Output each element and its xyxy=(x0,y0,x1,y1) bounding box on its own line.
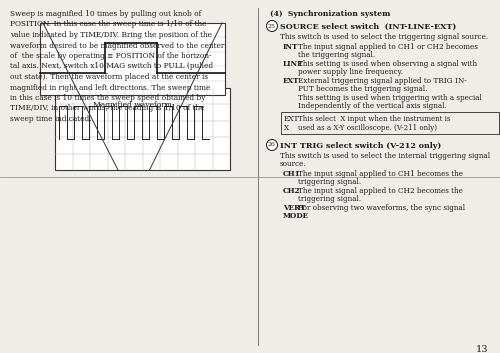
Text: Magnified waveform: Magnified waveform xyxy=(93,101,172,109)
Text: source.: source. xyxy=(280,160,306,168)
Text: in this case is 10 times the sweep speed obtained by: in this case is 10 times the sweep speed… xyxy=(10,94,205,102)
Text: tal axis. Next, switch x10 MAG switch to PULL (pulled: tal axis. Next, switch x10 MAG switch to… xyxy=(10,62,213,71)
Text: PUT becomes the triggering signal.: PUT becomes the triggering signal. xyxy=(298,85,428,93)
Text: This select  X input when the instrument is: This select X input when the instrument … xyxy=(298,115,450,123)
Text: For observing two waveforms, the sync signal: For observing two waveforms, the sync si… xyxy=(298,204,465,212)
Text: the triggering signal.: the triggering signal. xyxy=(298,51,375,59)
Text: This switch is used to select the triggering signal source.: This switch is used to select the trigge… xyxy=(280,33,488,41)
Bar xyxy=(55,88,230,170)
Bar xyxy=(40,23,225,95)
Text: 26: 26 xyxy=(268,143,276,148)
Text: This setting is used when observing a signal with: This setting is used when observing a si… xyxy=(298,60,477,68)
Text: INT: INT xyxy=(283,43,298,51)
Text: used as a X-Y oscilloscope. (V-211 only): used as a X-Y oscilloscope. (V-211 only) xyxy=(298,124,437,132)
Text: POSITION. In this case the sweep time is 1/10 of the: POSITION. In this case the sweep time is… xyxy=(10,20,206,29)
Text: TIME/DIV, in other words, the reading is 1/10 of the: TIME/DIV, in other words, the reading is… xyxy=(10,104,204,113)
Bar xyxy=(281,112,499,134)
Text: MODE: MODE xyxy=(283,212,309,220)
Text: INT TRIG select switch (V-212 only): INT TRIG select switch (V-212 only) xyxy=(280,142,442,150)
Text: of  the scale by operating ≡ POSITION of the horizon-: of the scale by operating ≡ POSITION of … xyxy=(10,52,211,60)
Text: (4)  Synchronization system: (4) Synchronization system xyxy=(270,10,390,18)
Text: magnified in right and left directions. The sweep time: magnified in right and left directions. … xyxy=(10,84,210,91)
Text: This setting is used when triggering with a special: This setting is used when triggering wit… xyxy=(298,94,482,102)
Text: The input signal applied to CH1 or CH2 becomes: The input signal applied to CH1 or CH2 b… xyxy=(298,43,478,51)
Text: The input signal applied to CH2 becomes the: The input signal applied to CH2 becomes … xyxy=(298,187,463,195)
Text: EXT: EXT xyxy=(284,115,300,123)
Text: Independently of the vertical axis signal.: Independently of the vertical axis signa… xyxy=(298,102,447,110)
Text: 13: 13 xyxy=(476,345,488,353)
Text: External triggering signal applied to TRIG IN-: External triggering signal applied to TR… xyxy=(298,77,467,85)
Text: 25: 25 xyxy=(268,24,276,29)
Text: triggering signal.: triggering signal. xyxy=(298,195,361,203)
Text: VERT: VERT xyxy=(283,204,306,212)
Text: The input signal applied to CH1 becomes the: The input signal applied to CH1 becomes … xyxy=(298,170,463,178)
Text: EXT: EXT xyxy=(283,77,300,85)
Circle shape xyxy=(266,20,278,31)
Text: This switch is used to select the internal triggering signal: This switch is used to select the intern… xyxy=(280,152,490,160)
Text: CH2: CH2 xyxy=(283,187,300,195)
Text: out state). Then the waveform placed at the center is: out state). Then the waveform placed at … xyxy=(10,73,208,81)
Text: triggering signal.: triggering signal. xyxy=(298,178,361,186)
Text: sweep time indicated.: sweep time indicated. xyxy=(10,115,92,123)
Text: SOURCE select switch  (INT-LINE-EXT): SOURCE select switch (INT-LINE-EXT) xyxy=(280,23,456,31)
Circle shape xyxy=(266,139,278,150)
Text: waveform desired to be magnified observed to the center: waveform desired to be magnified observe… xyxy=(10,42,224,49)
Text: value indicated by TIME/DIV. Bring the position of the: value indicated by TIME/DIV. Bring the p… xyxy=(10,31,212,39)
Text: Sweep is magnified 10 times by pulling out knob of: Sweep is magnified 10 times by pulling o… xyxy=(10,10,201,18)
Text: LINE: LINE xyxy=(283,60,304,68)
Text: X: X xyxy=(284,124,289,132)
Text: power supply line frequency.: power supply line frequency. xyxy=(298,68,403,76)
Text: CH1: CH1 xyxy=(283,170,301,178)
